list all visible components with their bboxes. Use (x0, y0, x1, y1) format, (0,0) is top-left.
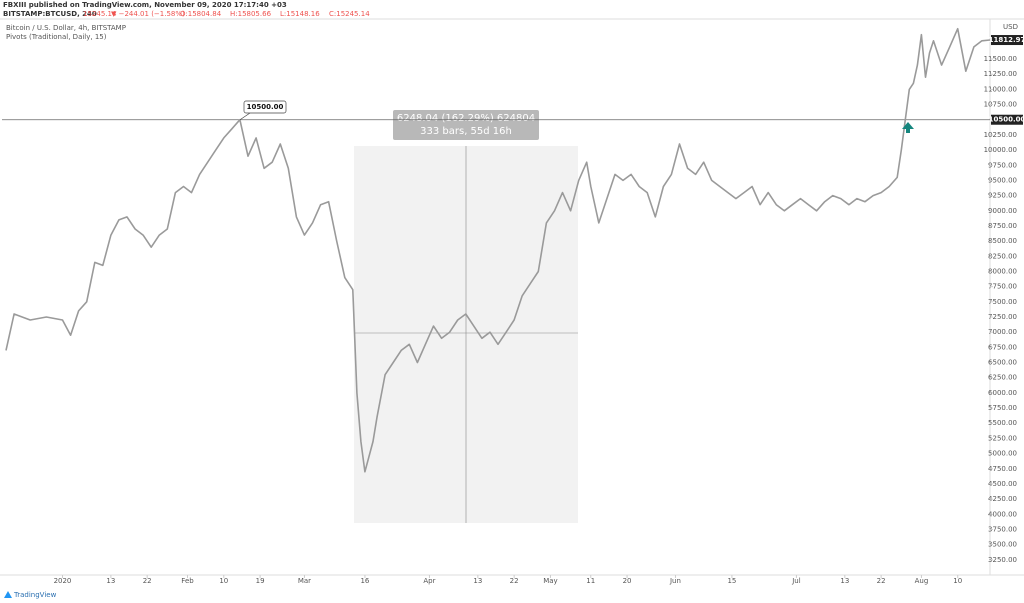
brand: TradingView (13, 591, 57, 599)
y-tick-label: 9000.00 (988, 207, 1017, 215)
x-tick-label: 16 (360, 577, 369, 585)
y-tick-label: 3250.00 (988, 556, 1017, 564)
y-tick-label: 8000.00 (988, 267, 1017, 275)
open: O:15804.84 (180, 10, 222, 18)
y-tick-label: 7500.00 (988, 298, 1017, 306)
x-tick-label: 22 (877, 577, 886, 585)
y-tick-label: 9250.00 (988, 192, 1017, 200)
legend-series: Bitcoin / U.S. Dollar, 4h, BITSTAMP (6, 24, 126, 32)
x-tick-label: 13 (840, 577, 849, 585)
y-tick-label: 10000.00 (984, 146, 1017, 154)
y-tick-label: 7000.00 (988, 328, 1017, 336)
y-tick-label: 9750.00 (988, 161, 1017, 169)
y-tick-label: 11250.00 (984, 70, 1017, 78)
y-tick-label: 6000.00 (988, 389, 1017, 397)
y-tick-label: 3500.00 (988, 541, 1017, 549)
y-tick-label: 4000.00 (988, 510, 1017, 518)
hline-label-bg (991, 114, 1023, 125)
y-tick-label: 9500.00 (988, 176, 1017, 184)
y-tick-label: 7250.00 (988, 313, 1017, 321)
y-tick-label: 6750.00 (988, 343, 1017, 351)
y-tick-label: 5000.00 (988, 450, 1017, 458)
x-tick-label: Jul (791, 577, 801, 585)
x-tick-label: 13 (473, 577, 482, 585)
legend-indicator: Pivots (Traditional, Daily, 15) (6, 33, 107, 41)
footer: TradingView (4, 591, 57, 599)
y-tick-label: 3750.00 (988, 525, 1017, 533)
callout-box (243, 100, 287, 114)
arrow (902, 122, 914, 133)
price-line (5, 27, 991, 473)
y-tick-label: 7750.00 (988, 283, 1017, 291)
x-tick-label: Jun (669, 577, 681, 585)
y-tick-label: 4750.00 (988, 465, 1017, 473)
x-tick-label: 10 (219, 577, 228, 585)
close: C:15245.14 (329, 10, 370, 18)
x-tick-label: 10 (953, 577, 962, 585)
last-price-label: 11812.97 (989, 36, 1024, 44)
x-tick-label: May (543, 577, 557, 585)
x-tick-label: 11 (586, 577, 595, 585)
logo (4, 591, 12, 598)
measure-line2: 333 bars, 55d 16h (420, 126, 512, 137)
last-price-bg (991, 35, 1023, 46)
x-tick-label: Mar (298, 577, 311, 585)
low: L:15148.16 (280, 10, 320, 18)
high: H:15805.66 (230, 10, 272, 18)
y-tick-label: 10750.00 (984, 101, 1017, 109)
y-tick-label: 6250.00 (988, 374, 1017, 382)
y-tick-label: 4250.00 (988, 495, 1017, 503)
x-tick-label: Apr (423, 577, 435, 585)
hline-label: 10500.00 (989, 116, 1024, 124)
x-tick-label: 22 (510, 577, 519, 585)
y-tick-label: 11000.00 (984, 85, 1017, 93)
y-tick-label: 8750.00 (988, 222, 1017, 230)
x-tick-label: 2020 (54, 577, 72, 585)
measure-box (393, 110, 539, 140)
publisher: FBXIII published on TradingView.com, Nov… (3, 1, 287, 9)
y-tick-label: 6500.00 (988, 359, 1017, 367)
x-tick-label: 15 (727, 577, 736, 585)
last: 15245.14 (83, 10, 117, 18)
y-tick-label: 5250.00 (988, 434, 1017, 442)
callout-label: 10500.00 (247, 103, 284, 111)
change: ▼ −244.01 (−1.58%) (111, 10, 185, 18)
symbol: BITSTAMP:BTCUSD, 240 (3, 10, 97, 18)
x-tick-label: 19 (256, 577, 265, 585)
x-tick-label: 20 (623, 577, 632, 585)
y-tick-label: 5500.00 (988, 419, 1017, 427)
callout-stem (239, 112, 251, 121)
currency: USD (1003, 23, 1018, 31)
y-tick-label: 8500.00 (988, 237, 1017, 245)
x-tick-label: Feb (181, 577, 194, 585)
y-tick-label: 5750.00 (988, 404, 1017, 412)
y-tick-label: 10250.00 (984, 131, 1017, 139)
y-tick-label: 11500.00 (984, 55, 1017, 63)
x-tick-label: 22 (143, 577, 152, 585)
y-tick-label: 4500.00 (988, 480, 1017, 488)
measure-line1: 6248.04 (162.29%) 624804 (397, 113, 535, 124)
x-tick-label: Aug (915, 577, 929, 585)
y-tick-label: 8250.00 (988, 252, 1017, 260)
x-tick-label: 13 (106, 577, 115, 585)
